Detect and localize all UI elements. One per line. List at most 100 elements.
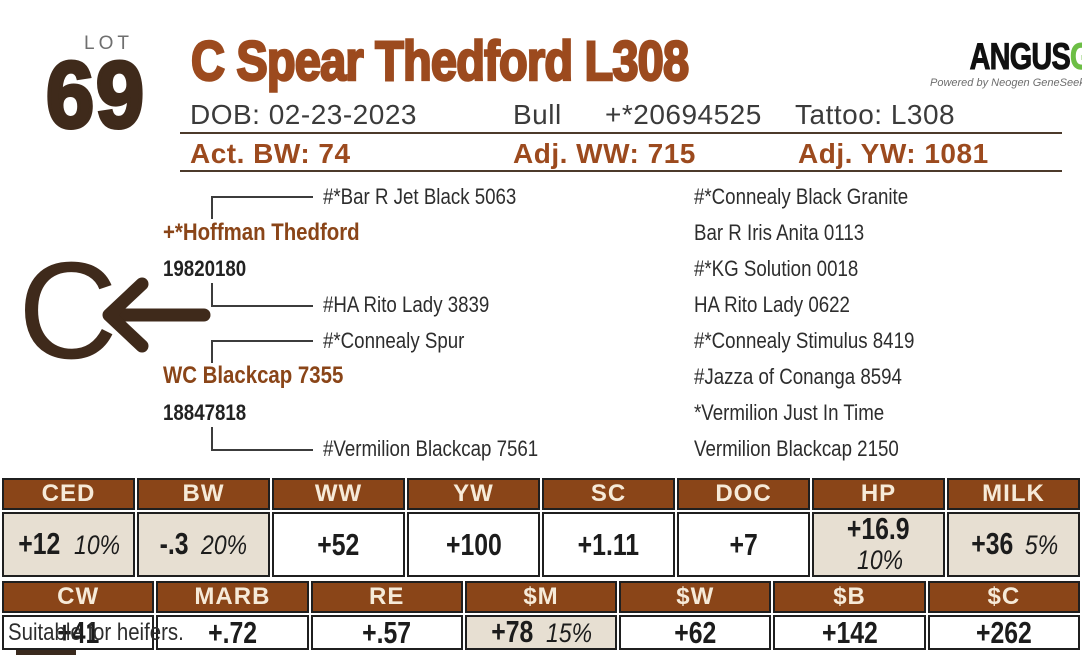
- epd-value-doc: +7: [677, 512, 810, 577]
- epd-header-row: CED BW WW YW SC DOC HP MILK: [2, 478, 1080, 510]
- epd-hp-percentile: 10%: [857, 545, 904, 575]
- epd-value-ced: +12 10%: [2, 512, 135, 577]
- epd-header-bw: BW: [137, 478, 270, 510]
- dob-value: DOB: 02-23-2023: [190, 99, 417, 130]
- pedigree-connector-dam-top: [211, 340, 313, 363]
- epd-milk-percentile: 5%: [1025, 530, 1059, 560]
- epd-dollar-w-value: +62: [674, 614, 717, 650]
- epd-header-sc: SC: [542, 478, 675, 510]
- epd-header-milk: MILK: [947, 478, 1080, 510]
- epd-dollar-c-value: +262: [975, 614, 1032, 650]
- epd-header-doc: DOC: [677, 478, 810, 510]
- epd-header-re: RE: [310, 581, 463, 613]
- epd-milk-value: +36: [970, 526, 1014, 561]
- pedigree-ggp-8: Vermilion Blackcap 2150: [694, 436, 899, 461]
- angus-logo-text: ANGUS: [969, 36, 1071, 77]
- pedigree-ggp-2: Bar R Iris Anita 0113: [694, 220, 865, 245]
- epd-value-hp: +16.910%: [812, 512, 945, 577]
- epd-header-marb: MARB: [156, 581, 309, 613]
- epd-header-dollar-w: $W: [619, 581, 772, 613]
- epd-hp-value: +16.9: [847, 511, 910, 546]
- sex-value: Bull: [513, 99, 562, 130]
- pedigree-ggp-5: #*Connealy Stimulus 8419: [694, 328, 915, 353]
- pedigree-dam-sire: #*Connealy Spur: [323, 328, 465, 353]
- epd-tables: CED BW WW YW SC DOC HP MILK +12 10% -.3 20…: [0, 476, 1082, 652]
- epd-bw-percentile: 20%: [200, 530, 247, 560]
- pedigree-sire-sire: #*Bar R Jet Black 5063: [323, 184, 517, 209]
- epd-ced-value: +12: [18, 526, 61, 561]
- angus-gs-logo-text: ANGUSGS: [969, 36, 1082, 77]
- epd-header-row-2: CW MARB RE $M $W $B $C: [2, 581, 1080, 613]
- epd-re-value: +.57: [362, 614, 412, 650]
- epd-header-dollar-c: $C: [927, 581, 1080, 613]
- pedigree-ggp-4: HA Rito Lady 0622: [694, 292, 850, 317]
- epd-header-dollar-b: $B: [773, 581, 926, 613]
- epd-ww-value: +52: [317, 526, 360, 562]
- epd-dollar-m-percentile: 15%: [546, 618, 593, 648]
- actual-birth-weight: Act. BW: 74: [190, 138, 351, 169]
- epd-value-row-2: +41 +.72 +.57 +78 15% +62 +142 +262: [2, 615, 1080, 650]
- epd-value-row: +12 10% -.3 20% +52 +100 +1.11 +7 +16.910%…: [2, 512, 1080, 577]
- lot-label: LOT: [84, 33, 133, 54]
- lot-number: 69: [44, 42, 146, 147]
- epd-header-yw: YW: [407, 478, 540, 510]
- next-section-edge: [16, 650, 76, 655]
- epd-value-dollar-m: +78 15%: [464, 614, 618, 650]
- epd-header-cw: CW: [2, 581, 155, 613]
- epd-ced-percentile: 10%: [73, 530, 120, 560]
- epd-value-cw: +41: [2, 614, 155, 650]
- epd-value-dollar-c: +262: [927, 614, 1080, 650]
- epd-table-carcass-dollar: CW MARB RE $M $W $B $C +41 +.72 +.57 +78…: [0, 579, 1082, 652]
- pedigree-dam-dam: #Vermilion Blackcap 7561: [323, 436, 539, 461]
- epd-dollar-m-value: +78: [490, 614, 533, 649]
- epd-bw-value: -.3: [159, 526, 189, 561]
- pedigree-sire-dam: #HA Rito Lady 3839: [323, 292, 490, 317]
- animal-name-title: C Spear Thedford L308: [190, 29, 690, 92]
- epd-marb-value: +.72: [207, 614, 257, 650]
- epd-value-sc: +1.11: [542, 512, 675, 577]
- divider-line-top: [180, 132, 1062, 134]
- pedigree-connector-sire-top: [211, 196, 313, 219]
- epd-table-growth: CED BW WW YW SC DOC HP MILK +12 10% -.3 20…: [0, 476, 1082, 579]
- adjusted-weaning-weight: Adj. WW: 715: [513, 138, 696, 169]
- epd-value-yw: +100: [407, 512, 540, 577]
- gs-logo-text: GS: [1070, 36, 1082, 77]
- epd-value-milk: +36 5%: [947, 512, 1080, 577]
- ranch-brand-mark: C: [18, 252, 211, 382]
- epd-value-marb: +.72: [156, 614, 309, 650]
- pedigree-connector-dam-bottom: [211, 427, 313, 451]
- epd-value-dollar-b: +142: [773, 614, 926, 650]
- pedigree-dam-registration: 18847818: [163, 400, 247, 425]
- epd-yw-value: +100: [445, 526, 502, 562]
- pedigree-ggp-1: #*Connealy Black Granite: [694, 184, 909, 209]
- angus-gs-logo: ANGUSGS Powered by Neogen GeneSeek: [930, 38, 1082, 90]
- epd-header-hp: HP: [812, 478, 945, 510]
- epd-value-re: +.57: [310, 614, 463, 650]
- epd-sc-value: +1.11: [577, 526, 640, 562]
- registration-number: +*20694525: [605, 99, 762, 130]
- pedigree-sire-name: +*Hoffman Thedford: [163, 219, 360, 246]
- epd-value-ww: +52: [272, 512, 405, 577]
- epd-header-ww: WW: [272, 478, 405, 510]
- brand-letter-c: C: [18, 252, 118, 382]
- divider-line-bottom: [180, 170, 1062, 172]
- pedigree-connector-sire-bottom: [211, 283, 313, 307]
- epd-value-dollar-w: +62: [619, 614, 772, 650]
- pedigree-sire-registration: 19820180: [163, 256, 247, 281]
- left-arrow-icon: [102, 277, 149, 353]
- adjusted-yearling-weight: Adj. YW: 1081: [798, 138, 989, 169]
- pedigree-ggp-3: #*KG Solution 0018: [694, 256, 859, 281]
- epd-header-ced: CED: [2, 478, 135, 510]
- pedigree-ggp-7: *Vermilion Just In Time: [694, 400, 885, 425]
- epd-cw-value: +41: [57, 614, 100, 650]
- logo-tagline: Powered by Neogen GeneSeek: [930, 77, 1082, 89]
- pedigree-dam-name: WC Blackcap 7355: [163, 362, 344, 389]
- epd-header-dollar-m: $M: [464, 581, 618, 613]
- tattoo-value: Tattoo: L308: [795, 99, 956, 130]
- epd-value-bw: -.3 20%: [137, 512, 270, 577]
- pedigree-ggp-6: #Jazza of Conanga 8594: [694, 364, 902, 389]
- footnote-text: Suitable for heifers.: [8, 619, 184, 646]
- epd-dollar-b-value: +142: [821, 614, 878, 650]
- epd-doc-value: +7: [729, 526, 758, 562]
